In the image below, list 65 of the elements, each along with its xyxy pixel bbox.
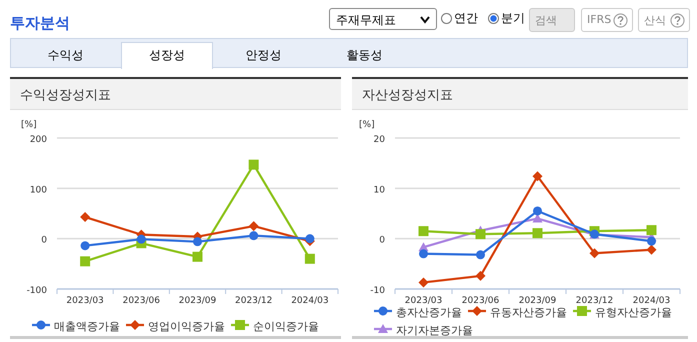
text: 검색 [529, 8, 575, 32]
x-tick-label: 2024/03 [291, 296, 329, 306]
point [590, 248, 600, 258]
y-tick-label: -100 [26, 286, 48, 296]
y-tick-label: 0 [41, 236, 48, 246]
y-tick-label: 100 [30, 185, 48, 196]
text: 투자분석 [10, 14, 70, 33]
point [136, 234, 146, 244]
chart-title: 자산성장성지표 [362, 87, 453, 104]
point [248, 221, 259, 232]
x-tick-label: 2023/12 [576, 296, 614, 306]
point [646, 244, 656, 255]
y-tick-label: 10 [374, 185, 386, 196]
point [80, 212, 90, 222]
point [193, 237, 202, 246]
y-tick-label: 20 [374, 135, 386, 145]
point [248, 160, 259, 170]
point [80, 256, 90, 266]
text: 주재무제표 [329, 8, 437, 30]
point [418, 277, 428, 288]
x-tick-label: 2024/03 [632, 296, 670, 306]
legend-label: 매출액증가율 [54, 320, 120, 333]
legend-label: 총자산증가율 [396, 306, 462, 319]
point [419, 249, 428, 258]
text: IFRS [581, 8, 633, 32]
y-tick-label: -10 [370, 286, 386, 296]
legend-label: 자기자본증가율 [396, 324, 473, 337]
point [192, 252, 202, 262]
y-axis-title: [%] [359, 120, 375, 130]
point [533, 206, 542, 216]
x-tick-label: 2023/12 [235, 296, 272, 306]
x-tick-label: 2023/06 [462, 296, 500, 306]
legend-label: 영업이익증가율 [148, 320, 225, 333]
point [476, 250, 485, 260]
point [476, 229, 486, 240]
point [249, 231, 258, 240]
x-tick-label: 2023/06 [122, 296, 160, 306]
legend-label: 순이익증가율 [253, 320, 319, 333]
legend-label: 유형자산증가율 [595, 306, 672, 319]
x-tick-label: 2023/09 [518, 296, 556, 306]
text: 산식 [638, 8, 690, 32]
x-tick-label: 2023/09 [178, 296, 216, 306]
legend-label: 유동자산증가율 [490, 306, 567, 319]
point [304, 254, 315, 264]
text: 활동성 [346, 47, 384, 64]
point [532, 228, 542, 238]
point [532, 171, 542, 182]
text: 수익성 [46, 47, 84, 64]
text: 연간 [454, 10, 478, 27]
y-tick-label: 200 [30, 135, 48, 145]
point [476, 270, 486, 281]
point [80, 241, 90, 250]
text: 안정성 [244, 47, 282, 64]
point [532, 214, 542, 223]
chart-title: 수익성장성지표 [20, 87, 111, 104]
x-tick-label: 2023/03 [66, 296, 104, 306]
y-tick-label: 0 [379, 236, 386, 246]
point [305, 234, 314, 244]
x-tick-label: 2023/03 [404, 296, 442, 306]
point [418, 226, 428, 236]
text: 성장성 [148, 47, 186, 64]
point [647, 236, 656, 246]
y-axis-title: [%] [21, 120, 37, 130]
point [646, 225, 656, 236]
text: 분기 [501, 10, 525, 27]
